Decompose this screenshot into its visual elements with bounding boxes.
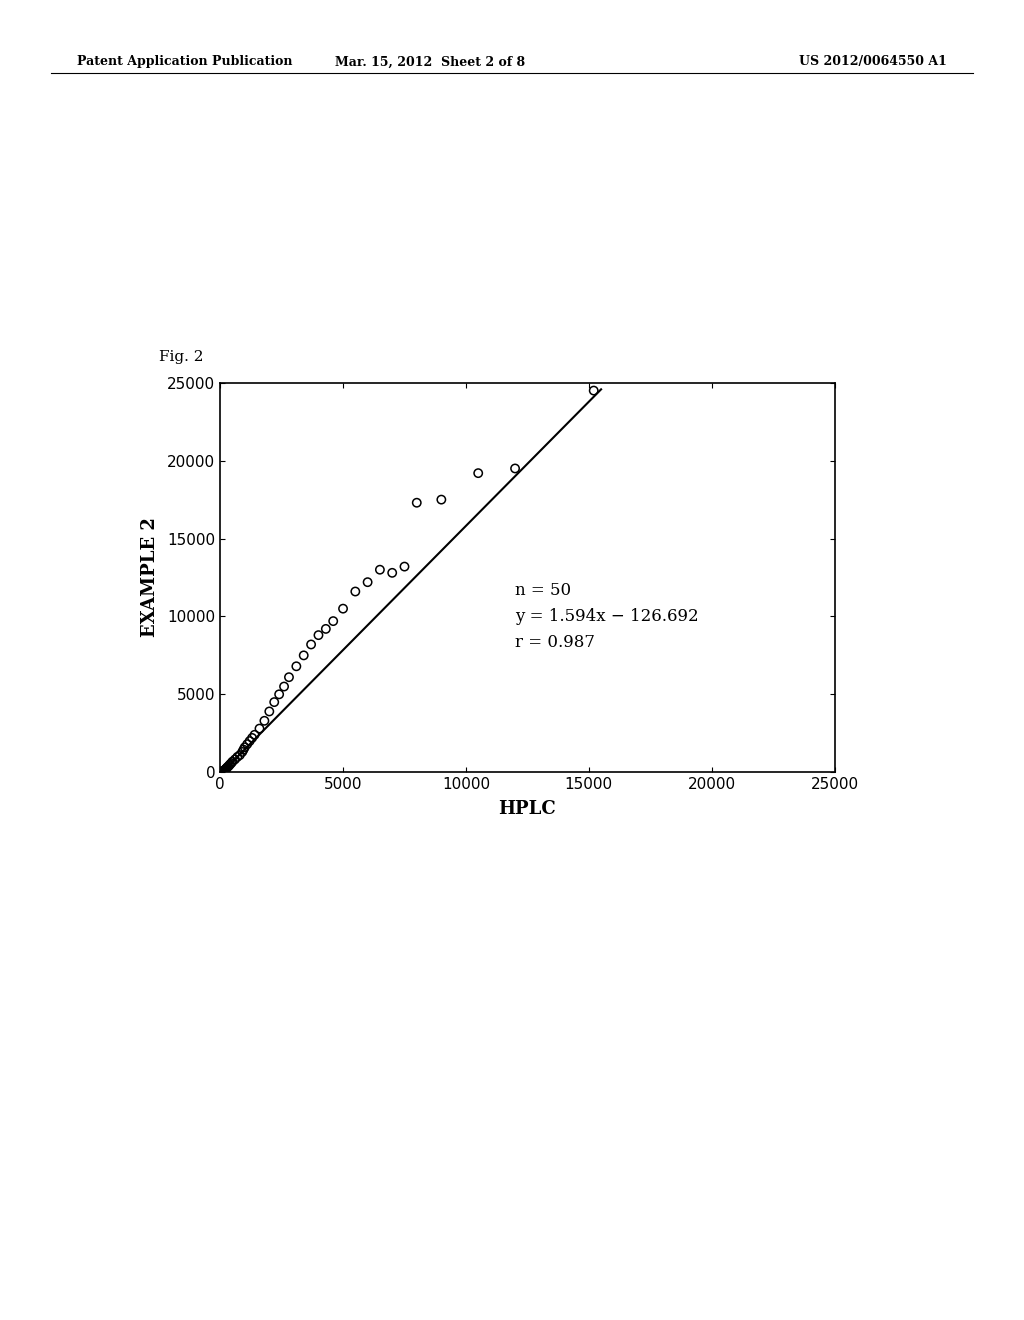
- Point: [214, 760, 230, 781]
- Point: [218, 758, 234, 779]
- Point: [303, 634, 319, 655]
- Point: [335, 598, 351, 619]
- Point: [236, 739, 252, 760]
- Point: [409, 492, 425, 513]
- Point: [223, 752, 240, 774]
- Point: [470, 462, 486, 483]
- Point: [325, 611, 341, 632]
- Point: [217, 759, 233, 780]
- Point: [586, 380, 602, 401]
- Point: [218, 758, 234, 779]
- Point: [219, 756, 236, 777]
- Point: [215, 760, 231, 781]
- Point: [271, 684, 288, 705]
- Point: [281, 667, 297, 688]
- Point: [288, 656, 304, 677]
- Text: n = 50
y = 1.594x − 126.692
r = 0.987: n = 50 y = 1.594x − 126.692 r = 0.987: [515, 582, 698, 651]
- Text: US 2012/0064550 A1: US 2012/0064550 A1: [799, 55, 946, 69]
- Point: [244, 727, 260, 748]
- Point: [275, 676, 292, 697]
- Point: [214, 762, 230, 783]
- Point: [222, 754, 239, 775]
- Text: Mar. 15, 2012  Sheet 2 of 8: Mar. 15, 2012 Sheet 2 of 8: [335, 55, 525, 69]
- Point: [221, 755, 238, 776]
- Point: [229, 746, 246, 767]
- Point: [226, 748, 243, 770]
- X-axis label: HPLC: HPLC: [499, 800, 556, 818]
- Point: [216, 760, 232, 781]
- Point: [317, 618, 334, 639]
- Y-axis label: EXAMPLE 2: EXAMPLE 2: [141, 517, 159, 638]
- Point: [224, 751, 241, 772]
- Point: [296, 645, 312, 667]
- Point: [396, 556, 413, 577]
- Point: [234, 742, 251, 763]
- Point: [359, 572, 376, 593]
- Point: [239, 734, 255, 755]
- Point: [220, 756, 237, 777]
- Text: Fig. 2: Fig. 2: [159, 350, 203, 364]
- Point: [347, 581, 364, 602]
- Text: Patent Application Publication: Patent Application Publication: [77, 55, 292, 69]
- Point: [251, 718, 267, 739]
- Point: [242, 730, 258, 751]
- Point: [213, 762, 229, 783]
- Point: [310, 624, 327, 645]
- Point: [261, 701, 278, 722]
- Point: [433, 490, 450, 511]
- Point: [266, 692, 283, 713]
- Point: [384, 562, 400, 583]
- Point: [217, 759, 233, 780]
- Point: [216, 759, 232, 780]
- Point: [507, 458, 523, 479]
- Point: [237, 737, 253, 758]
- Point: [247, 725, 263, 746]
- Point: [256, 710, 272, 731]
- Point: [231, 744, 248, 766]
- Point: [372, 560, 388, 581]
